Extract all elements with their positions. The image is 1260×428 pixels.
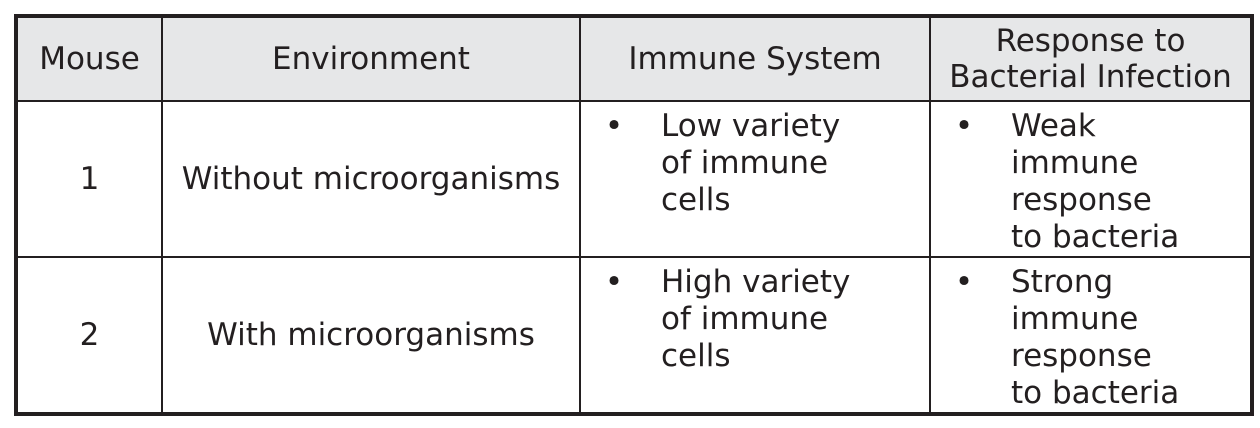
header-response-line2: Bacterial Infection: [949, 59, 1232, 95]
bullet-item: • Strong immune response to bacteria: [931, 258, 1250, 412]
text-line: cells: [661, 182, 731, 218]
mouse-number: 1: [15, 100, 163, 258]
text-line: immune: [1011, 301, 1139, 337]
bullet-icon: •: [604, 108, 624, 144]
text-line: to bacteria: [1011, 375, 1180, 411]
text-line: cells: [661, 338, 731, 374]
immune-system-cell: • High variety of immune cells: [579, 256, 931, 415]
text-line: Low variety: [661, 108, 841, 144]
bullet-icon: •: [604, 264, 624, 300]
response-cell: • Weak immune response to bacteria: [929, 100, 1253, 258]
bullet-item: • Weak immune response to bacteria: [931, 102, 1250, 256]
table-row: 2 With microorganisms • High variety of …: [15, 256, 1253, 415]
bullet-text: Weak immune response to bacteria: [983, 108, 1250, 256]
table-header-row: Mouse Environment Immune System Response…: [15, 15, 1253, 102]
mouse-number: 2: [15, 256, 163, 415]
text-line: High variety: [661, 264, 851, 300]
environment-cell: Without microorganisms: [161, 100, 581, 258]
bullet-item: • High variety of immune cells: [581, 258, 929, 375]
header-response: Response to Bacterial Infection: [929, 15, 1253, 102]
text-line: immune: [1011, 145, 1139, 181]
bullet-text: Strong immune response to bacteria: [983, 264, 1250, 412]
text-line: to bacteria: [1011, 219, 1180, 255]
text-line: Strong: [1011, 264, 1114, 300]
bullet-icon: •: [954, 108, 974, 144]
bullet-icon: •: [954, 264, 974, 300]
mouse-experiment-table: Mouse Environment Immune System Response…: [14, 14, 1254, 416]
header-immune-system: Immune System: [579, 15, 931, 102]
table-row: 1 Without microorganisms • Low variety o…: [15, 100, 1253, 258]
bullet-item: • Low variety of immune cells: [581, 102, 929, 219]
immune-system-cell: • Low variety of immune cells: [579, 100, 931, 258]
header-environment: Environment: [161, 15, 581, 102]
bullet-text: Low variety of immune cells: [633, 108, 929, 219]
response-cell: • Strong immune response to bacteria: [929, 256, 1253, 415]
environment-cell: With microorganisms: [161, 256, 581, 415]
text-line: of immune: [661, 301, 829, 337]
header-response-line1: Response to: [995, 23, 1186, 59]
text-line: response: [1011, 182, 1152, 218]
text-line: Weak: [1011, 108, 1096, 144]
bullet-text: High variety of immune cells: [633, 264, 929, 375]
text-line: response: [1011, 338, 1152, 374]
text-line: of immune: [661, 145, 829, 181]
header-mouse: Mouse: [15, 15, 163, 102]
